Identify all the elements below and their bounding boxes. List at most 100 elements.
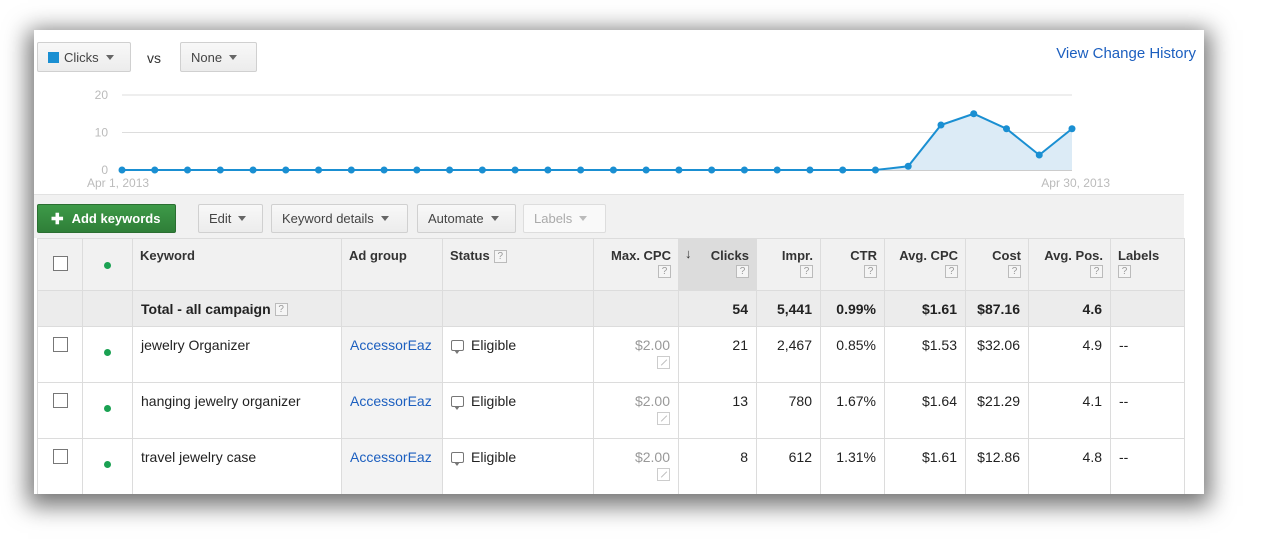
data-point[interactable]: [708, 166, 716, 174]
metric1-dropdown[interactable]: Clicks: [37, 42, 131, 72]
data-point[interactable]: [446, 166, 454, 174]
help-icon[interactable]: ?: [1090, 265, 1103, 278]
status-dot-icon[interactable]: [104, 405, 111, 412]
row-status-cell: Eligible: [442, 438, 594, 494]
row-ad-group-link[interactable]: AccessorEaz: [350, 393, 432, 409]
row-max-cpc[interactable]: $2.00: [634, 449, 670, 465]
data-point[interactable]: [118, 166, 126, 174]
row-checkbox[interactable]: [52, 393, 68, 408]
data-point[interactable]: [544, 166, 552, 174]
select-all-checkbox[interactable]: [52, 255, 68, 271]
y-tick-label: 20: [95, 88, 109, 102]
clicks-chart: 20 10 0 Apr 1, 2013 Apr 30, 2013: [34, 82, 1204, 192]
sort-down-arrow-icon: ↓: [685, 246, 692, 261]
data-point[interactable]: [1035, 151, 1043, 159]
data-point[interactable]: [839, 166, 847, 174]
data-point[interactable]: [904, 162, 912, 170]
row-keyword[interactable]: jewelry Organizer: [132, 326, 342, 383]
vs-label: vs: [147, 50, 161, 66]
keyword-details-dropdown[interactable]: Keyword details: [271, 204, 408, 233]
labels-dropdown[interactable]: Labels: [523, 204, 606, 233]
metric2-dropdown[interactable]: None: [180, 42, 257, 72]
data-point[interactable]: [184, 166, 192, 174]
data-point[interactable]: [380, 166, 388, 174]
row-keyword[interactable]: hanging jewelry organizer: [132, 382, 342, 439]
data-point[interactable]: [642, 166, 650, 174]
col-ctr[interactable]: CTR?: [820, 238, 885, 291]
col-impr[interactable]: Impr.?: [756, 238, 821, 291]
col-status[interactable]: Status?: [442, 238, 594, 291]
data-point[interactable]: [577, 166, 585, 174]
data-point[interactable]: [806, 166, 814, 174]
speech-bubble-icon[interactable]: [451, 340, 464, 354]
data-point[interactable]: [347, 166, 355, 174]
bid-chart-icon[interactable]: [657, 356, 670, 369]
col-max-cpc[interactable]: Max. CPC?: [593, 238, 679, 291]
table-row: travel jewelry case AccessorEaz Eligible…: [37, 438, 1185, 494]
speech-bubble-icon[interactable]: [451, 452, 464, 466]
row-status-dot-cell: [82, 438, 133, 494]
bid-chart-icon[interactable]: [657, 412, 670, 425]
edit-dropdown[interactable]: Edit: [198, 204, 263, 233]
clicks-color-swatch: [48, 51, 59, 63]
col-clicks[interactable]: ↓ Clicks?: [678, 238, 757, 291]
data-point[interactable]: [773, 166, 781, 174]
data-point[interactable]: [216, 166, 224, 174]
row-ad-group-link[interactable]: AccessorEaz: [350, 337, 432, 353]
data-point[interactable]: [1068, 125, 1076, 133]
row-status-dot-cell: [82, 326, 133, 383]
help-icon[interactable]: ?: [658, 265, 671, 278]
labels-label: Labels: [534, 211, 573, 226]
total-empty-cell: [442, 290, 594, 327]
view-change-history-link[interactable]: View Change History: [1056, 45, 1196, 62]
row-checkbox[interactable]: [52, 449, 68, 464]
row-max-cpc[interactable]: $2.00: [634, 337, 670, 353]
col-keyword[interactable]: Keyword: [132, 238, 342, 291]
col-ad-group[interactable]: Ad group: [341, 238, 443, 291]
clicks-area: [122, 113, 1072, 170]
data-point[interactable]: [937, 121, 945, 129]
data-point[interactable]: [478, 166, 486, 174]
row-clicks: 13: [678, 382, 757, 439]
col-cost[interactable]: Cost?: [965, 238, 1029, 291]
status-dot-icon[interactable]: [104, 262, 111, 269]
help-icon[interactable]: ?: [274, 303, 288, 317]
automate-dropdown[interactable]: Automate: [417, 204, 516, 233]
status-dot-icon[interactable]: [104, 349, 111, 356]
help-icon[interactable]: ?: [864, 265, 877, 278]
row-status: Eligible: [471, 337, 517, 353]
row-keyword[interactable]: travel jewelry case: [132, 438, 342, 494]
data-point[interactable]: [1002, 125, 1010, 133]
x-start-label: Apr 1, 2013: [87, 176, 149, 190]
help-icon[interactable]: ?: [800, 265, 813, 278]
help-icon[interactable]: ?: [493, 250, 507, 264]
help-icon[interactable]: ?: [1118, 265, 1131, 278]
data-point[interactable]: [675, 166, 683, 174]
speech-bubble-icon[interactable]: [451, 396, 464, 410]
col-labels[interactable]: Labels?: [1110, 238, 1185, 291]
row-ad-group-link[interactable]: AccessorEaz: [350, 449, 432, 465]
row-max-cpc[interactable]: $2.00: [634, 393, 670, 409]
row-max-cpc-cell: $2.00: [593, 326, 679, 383]
status-dot-icon[interactable]: [104, 461, 111, 468]
row-checkbox[interactable]: [52, 337, 68, 352]
data-point[interactable]: [151, 166, 159, 174]
help-icon[interactable]: ?: [1008, 265, 1021, 278]
data-point[interactable]: [970, 110, 978, 118]
bid-chart-icon[interactable]: [657, 468, 670, 481]
data-point[interactable]: [282, 166, 290, 174]
data-point[interactable]: [511, 166, 519, 174]
add-keywords-button[interactable]: ✚ Add keywords: [37, 204, 176, 233]
help-icon[interactable]: ?: [945, 265, 958, 278]
x-end-label: Apr 30, 2013: [1041, 176, 1110, 190]
col-avg-cpc[interactable]: Avg. CPC?: [884, 238, 966, 291]
total-label: Total - all campaign: [141, 300, 271, 317]
data-point[interactable]: [249, 166, 257, 174]
data-point[interactable]: [315, 166, 323, 174]
col-avg-pos[interactable]: Avg. Pos.?: [1028, 238, 1111, 291]
data-point[interactable]: [740, 166, 748, 174]
data-point[interactable]: [413, 166, 421, 174]
help-icon[interactable]: ?: [736, 265, 749, 278]
data-point[interactable]: [871, 166, 879, 174]
data-point[interactable]: [609, 166, 617, 174]
